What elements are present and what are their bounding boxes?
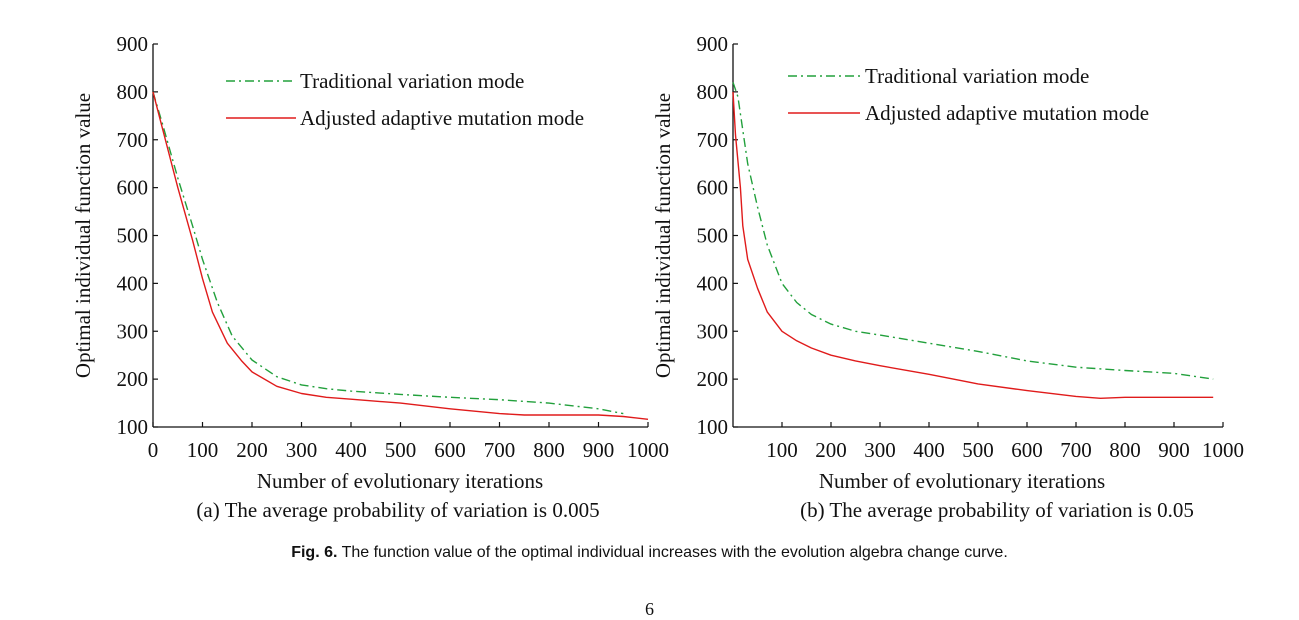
traditional-series-line bbox=[152, 91, 624, 415]
y-tick-label: 800 bbox=[697, 80, 729, 104]
x-tick-label: 100 bbox=[766, 438, 798, 462]
x-tick-label: 400 bbox=[335, 438, 367, 462]
x-tick-label: 500 bbox=[385, 438, 417, 462]
x-tick-label: 300 bbox=[864, 438, 896, 462]
x-tick-label: 900 bbox=[583, 438, 615, 462]
y-tick-label: 500 bbox=[117, 224, 149, 248]
x-tick-label: 800 bbox=[1109, 438, 1141, 462]
x-axis-label: Number of evolutionary iterations bbox=[819, 469, 1105, 493]
page-number: 6 bbox=[645, 599, 654, 619]
x-tick-label: 1000 bbox=[627, 438, 669, 462]
traditional-series-line bbox=[732, 82, 1214, 380]
y-axis-label: Optimal individual function value bbox=[651, 93, 675, 378]
y-tick-label: 200 bbox=[697, 367, 729, 391]
x-tick-label: 400 bbox=[913, 438, 945, 462]
panel-subcaption: (b) The average probability of variation… bbox=[800, 498, 1194, 522]
x-tick-label: 700 bbox=[484, 438, 516, 462]
x-tick-label: 500 bbox=[962, 438, 994, 462]
x-tick-label: 700 bbox=[1060, 438, 1092, 462]
legend: Traditional variation mode Adjusted adapt… bbox=[226, 69, 584, 130]
chart-panel-b: 100 200 300 400 500 600 700 800 900 100 200 300 400 5… bbox=[651, 32, 1244, 522]
y-tick-label: 900 bbox=[117, 32, 149, 56]
y-tick-label: 500 bbox=[697, 224, 729, 248]
x-tick-label: 800 bbox=[533, 438, 565, 462]
y-tick-label: 300 bbox=[697, 319, 729, 343]
legend-label-adjusted: Adjusted adaptive mutation mode bbox=[865, 101, 1149, 125]
figure-caption-label: Fig. 6. bbox=[291, 544, 338, 561]
figure-caption: Fig. 6. The function value of the optima… bbox=[0, 544, 1299, 562]
y-tick-label: 100 bbox=[697, 415, 729, 439]
x-tick-label: 600 bbox=[434, 438, 466, 462]
y-tick-label: 900 bbox=[697, 32, 729, 56]
adjusted-series-line bbox=[732, 91, 1214, 399]
x-tick-label: 200 bbox=[236, 438, 268, 462]
y-tick-label: 200 bbox=[117, 367, 149, 391]
y-tick-label: 400 bbox=[117, 271, 149, 295]
x-tick-label: 600 bbox=[1011, 438, 1043, 462]
figure-caption-text: The function value of the optimal indivi… bbox=[341, 544, 1008, 561]
x-tick-label: 100 bbox=[187, 438, 219, 462]
adjusted-series-line bbox=[152, 91, 649, 420]
y-tick-label: 800 bbox=[117, 80, 149, 104]
x-tick-label: 1000 bbox=[1202, 438, 1244, 462]
x-tick-label: 200 bbox=[815, 438, 847, 462]
y-tick-label: 700 bbox=[117, 128, 149, 152]
y-tick-label: 400 bbox=[697, 271, 729, 295]
y-tick-label: 100 bbox=[117, 415, 149, 439]
panel-subcaption: (a) The average probability of variation… bbox=[196, 498, 599, 522]
x-tick-label: 300 bbox=[286, 438, 318, 462]
legend-label-adjusted: Adjusted adaptive mutation mode bbox=[300, 106, 584, 130]
y-tick-label: 700 bbox=[697, 128, 729, 152]
legend-label-traditional: Traditional variation mode bbox=[865, 64, 1089, 88]
x-axis-label: Number of evolutionary iterations bbox=[257, 469, 543, 493]
y-tick-label: 600 bbox=[117, 176, 149, 200]
y-tick-label: 600 bbox=[697, 176, 729, 200]
legend-label-traditional: Traditional variation mode bbox=[300, 69, 524, 93]
x-tick-label: 0 bbox=[148, 438, 159, 462]
y-axis-label: Optimal individual function value bbox=[71, 93, 95, 378]
legend: Traditional variation mode Adjusted adapt… bbox=[788, 64, 1149, 125]
y-tick-label: 300 bbox=[117, 319, 149, 343]
x-tick-label: 900 bbox=[1158, 438, 1190, 462]
